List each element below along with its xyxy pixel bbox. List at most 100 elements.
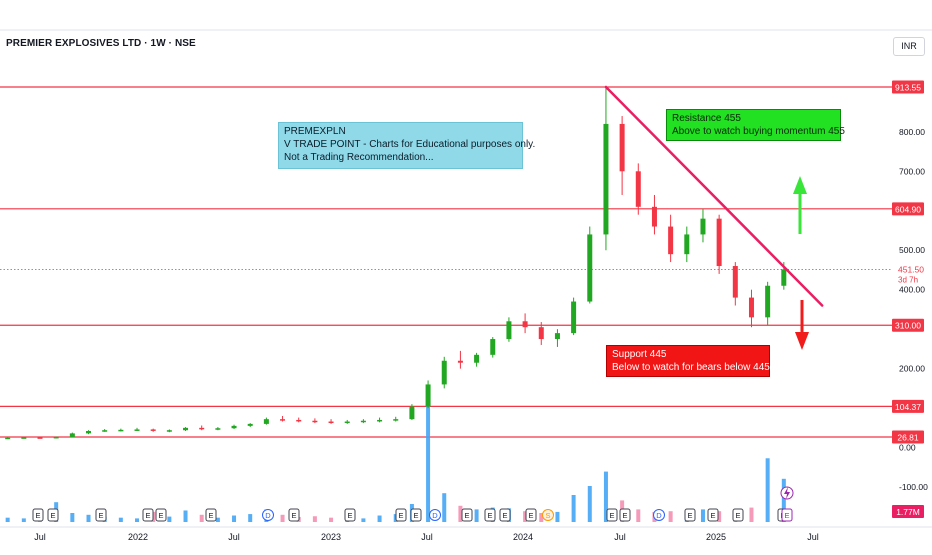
lightning-icon bbox=[780, 486, 794, 500]
x-tick-4: Jul bbox=[421, 532, 433, 542]
event-marker-shape-5 bbox=[205, 508, 217, 522]
level-badge-label-3: 104.37 bbox=[895, 402, 921, 412]
candle-body-24 bbox=[393, 419, 399, 421]
currency-button[interactable]: INR bbox=[893, 37, 925, 56]
event-marker-10: E bbox=[410, 508, 422, 522]
level-badge-label-0: 913.55 bbox=[895, 83, 921, 93]
event-markers: EEEEEEDEEEEDEEEESEEDEEEEE bbox=[32, 486, 794, 522]
event-marker-shape-8 bbox=[344, 508, 356, 522]
event-marker-13: E bbox=[484, 508, 496, 522]
event-marker-label-18: E bbox=[622, 511, 627, 520]
event-marker-shape-17 bbox=[606, 508, 618, 522]
info-note-line-2: V TRADE POINT - Charts for Educational p… bbox=[284, 139, 536, 150]
level-badge-4 bbox=[892, 430, 924, 444]
volume-bar-19 bbox=[312, 516, 317, 522]
candle-body-28 bbox=[457, 360, 463, 363]
candle-body-30 bbox=[490, 339, 496, 355]
event-marker-shape-10 bbox=[410, 508, 422, 522]
level-badge-label-2: 310.00 bbox=[895, 321, 921, 331]
candle-body-40 bbox=[651, 206, 657, 227]
event-marker-shape-4 bbox=[155, 508, 167, 522]
candle-body-25 bbox=[409, 406, 415, 420]
event-marker-label-14: E bbox=[502, 511, 507, 520]
candle-body-7 bbox=[118, 429, 124, 432]
volume-bar-35 bbox=[571, 495, 576, 522]
event-marker-0: E bbox=[32, 508, 44, 522]
volume-bar-4 bbox=[70, 513, 75, 522]
event-marker-label-17: E bbox=[609, 511, 614, 520]
event-marker-label-1: E bbox=[50, 511, 55, 520]
volume-bar-23 bbox=[377, 515, 382, 522]
last-price-countdown: 3d 7h bbox=[898, 275, 918, 284]
event-marker-shape-15 bbox=[525, 508, 537, 522]
support-note-line-1: Support 445 bbox=[612, 349, 667, 360]
candle-body-12 bbox=[199, 427, 205, 430]
event-marker-shape-16 bbox=[542, 509, 554, 521]
x-tick-8: Jul bbox=[807, 532, 819, 542]
event-marker-19: D bbox=[653, 509, 665, 521]
event-marker-17: E bbox=[606, 508, 618, 522]
volume-bar-26 bbox=[426, 385, 431, 522]
last-price-label: 451.50 bbox=[898, 264, 924, 274]
arrow-down-head bbox=[795, 332, 809, 350]
event-marker-label-11: D bbox=[432, 511, 438, 520]
candle-body-33 bbox=[538, 327, 544, 340]
candle-body-13 bbox=[215, 428, 221, 430]
x-tick-3: 2023 bbox=[321, 532, 341, 542]
event-marker-shape-21 bbox=[707, 508, 719, 522]
resistance-note[interactable]: Resistance 455 Above to watch buying mom… bbox=[666, 109, 845, 141]
volume-bar-43 bbox=[700, 509, 705, 522]
trendline bbox=[604, 85, 824, 307]
event-marker-21: E bbox=[707, 508, 719, 522]
candle-body-23 bbox=[377, 419, 383, 422]
event-marker-12: E bbox=[461, 508, 473, 522]
volume-bar-47 bbox=[765, 458, 770, 522]
event-marker-22: E bbox=[732, 508, 744, 522]
event-marker-label-9: E bbox=[398, 511, 403, 520]
volume-bar-39 bbox=[636, 509, 641, 522]
volume-bar-22 bbox=[361, 518, 366, 522]
volume-bar-1 bbox=[21, 518, 26, 522]
candle-body-14 bbox=[231, 425, 237, 429]
candle-body-26 bbox=[425, 384, 431, 407]
volume-bar-11 bbox=[183, 510, 188, 522]
event-marker-16: S bbox=[542, 509, 554, 521]
support-note[interactable]: Support 445 Below to watch for bears bel… bbox=[606, 345, 770, 377]
candle-body-36 bbox=[587, 234, 593, 302]
volume-bar-37 bbox=[603, 471, 608, 522]
event-marker-4: E bbox=[155, 508, 167, 522]
symbol-title: PREMIER EXPLOSIVES LTD · 1W · NSE bbox=[6, 38, 196, 49]
volume-bar-0 bbox=[5, 517, 10, 522]
candle-body-20 bbox=[328, 421, 334, 424]
candle-body-41 bbox=[668, 226, 674, 255]
volume-bar-32 bbox=[523, 511, 528, 522]
y-tick-6: -100.00 bbox=[899, 482, 928, 492]
candle-body-1 bbox=[21, 437, 27, 439]
y-tick-0: 800.00 bbox=[899, 127, 925, 137]
candle-body-10 bbox=[166, 430, 172, 432]
volume-bar-33 bbox=[539, 513, 544, 522]
event-marker-14: E bbox=[499, 508, 511, 522]
candle-body-0 bbox=[5, 437, 11, 440]
info-note[interactable]: PREMEXPLN V TRADE POINT - Charts for Edu… bbox=[278, 122, 536, 169]
x-tick-1: 2022 bbox=[128, 532, 148, 542]
volume-bar-41 bbox=[668, 511, 673, 522]
grid-layer bbox=[0, 29, 932, 528]
event-marker-shape-2 bbox=[95, 508, 107, 522]
event-marker-label-8: E bbox=[347, 511, 352, 520]
level-badge-1 bbox=[892, 202, 924, 216]
arrow-up bbox=[793, 176, 807, 234]
x-tick-6: Jul bbox=[614, 532, 626, 542]
volume-badge bbox=[892, 505, 924, 518]
y-tick-4: 200.00 bbox=[899, 364, 925, 374]
candles bbox=[5, 87, 787, 440]
event-marker-label-6: D bbox=[265, 511, 271, 520]
candle-body-5 bbox=[86, 431, 92, 434]
candle-body-22 bbox=[360, 420, 366, 423]
event-marker-7: E bbox=[288, 508, 300, 522]
info-note-line-3: Not a Trading Recommendation... bbox=[284, 152, 434, 163]
candle-body-43 bbox=[700, 218, 706, 235]
event-marker-2: E bbox=[95, 508, 107, 522]
